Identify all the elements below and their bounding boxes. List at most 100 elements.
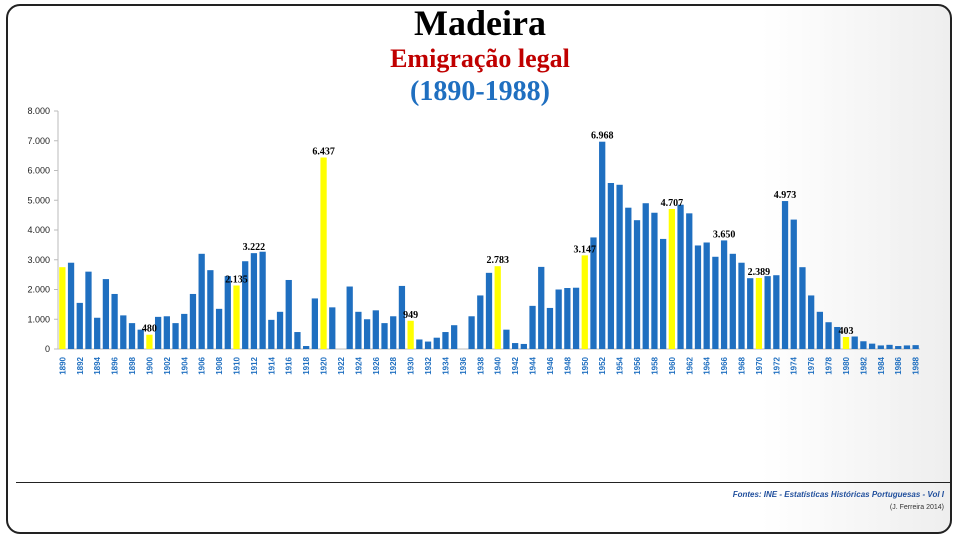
bar-1919	[311, 298, 318, 349]
x-tick-label: 1972	[772, 356, 781, 374]
y-tick-label: 2.000	[27, 285, 50, 295]
bar-1963	[694, 245, 702, 349]
bar-1972	[773, 275, 780, 349]
bar-1906	[198, 253, 205, 349]
bar-1983	[868, 343, 876, 349]
bar-1897	[120, 315, 127, 349]
footer-divider	[16, 482, 952, 483]
x-tick-label: 1930	[407, 356, 416, 374]
bar-1971	[764, 276, 771, 349]
x-tick-label: 1948	[563, 356, 572, 374]
bar-1923	[346, 286, 353, 349]
x-tick-label: 1894	[93, 356, 102, 374]
x-tick-label: 1910	[232, 356, 241, 374]
bar-1913	[259, 251, 266, 349]
bar-1930	[407, 320, 414, 349]
data-label-1950: 3.147	[574, 244, 597, 255]
bar-1939	[485, 272, 493, 349]
source-note: Fontes: INE - Estatísticas Históricas Po…	[732, 490, 944, 499]
data-label-1912: 3.222	[243, 242, 266, 253]
bar-1938	[477, 295, 484, 349]
bar-1955	[625, 207, 632, 349]
bar-1976	[808, 295, 815, 349]
bar-1926	[372, 310, 379, 349]
bar-1898	[128, 323, 136, 349]
bar-1940	[494, 266, 501, 349]
x-tick-label: 1974	[790, 356, 799, 374]
bar-1958	[651, 212, 658, 349]
bar-1981	[851, 336, 858, 349]
data-label-1910: 2.135	[225, 274, 248, 285]
bar-1950	[581, 255, 588, 349]
bar-1954	[616, 184, 623, 349]
bar-1929	[398, 285, 406, 349]
x-tick-label: 1954	[616, 356, 625, 374]
bar-1932	[424, 341, 432, 349]
data-label-1952: 6.968	[591, 131, 614, 142]
x-tick-label: 1960	[668, 356, 677, 374]
x-tick-label: 1980	[842, 356, 851, 374]
bar-1970	[755, 277, 763, 349]
bar-1918	[303, 346, 310, 349]
x-tick-label: 1956	[633, 356, 642, 374]
x-tick-label: 1976	[807, 356, 816, 374]
chart-subtitle: Emigração legal	[390, 44, 570, 73]
bar-1903	[172, 323, 179, 349]
bar-1907	[207, 270, 214, 349]
x-tick-label: 1984	[877, 356, 886, 374]
x-tick-label: 1906	[198, 356, 207, 374]
bar-1953	[607, 182, 615, 349]
bar-1988	[912, 345, 919, 349]
bar-1965	[712, 256, 719, 349]
x-tick-label: 1958	[650, 356, 659, 374]
bar-1914	[268, 319, 275, 349]
x-tick-label: 1892	[76, 356, 85, 374]
data-label-1960: 4.707	[661, 198, 684, 209]
data-label-1966: 3.650	[713, 229, 736, 240]
x-tick-label: 1938	[476, 356, 485, 374]
bar-1984	[877, 345, 884, 349]
bar-1952	[599, 141, 606, 349]
x-tick-label: 1968	[738, 356, 747, 374]
bar-1911	[242, 261, 249, 349]
bar-1893	[85, 271, 92, 349]
x-tick-label: 1986	[894, 356, 903, 374]
bar-1978	[825, 322, 832, 349]
x-tick-label: 1926	[372, 356, 381, 374]
x-tick-label: 1924	[354, 356, 363, 374]
bar-1894	[94, 317, 101, 349]
data-label-1930: 949	[403, 310, 418, 321]
bar-1902	[163, 316, 170, 349]
bar-1916	[285, 279, 292, 349]
x-tick-label: 1936	[459, 356, 468, 374]
x-tick-label: 1964	[703, 356, 712, 374]
bar-1943	[520, 343, 527, 349]
bar-1895	[102, 279, 110, 349]
bar-1987	[903, 345, 911, 349]
y-tick-label: 6.000	[27, 166, 50, 176]
x-tick-label: 1962	[685, 356, 694, 374]
bar-1947	[555, 289, 562, 349]
bar-1920	[320, 157, 327, 349]
chart-title: Madeira	[414, 3, 546, 43]
bar-1891	[67, 262, 75, 349]
y-tick-label: 0	[45, 344, 50, 354]
bar-1927	[381, 323, 388, 349]
x-tick-label: 1908	[215, 356, 224, 374]
chart-period: (1890-1988)	[410, 76, 550, 107]
bar-1986	[895, 346, 902, 349]
bar-1961	[677, 204, 684, 349]
author-credit: (J. Ferreira 2014)	[889, 504, 944, 511]
bar-1969	[747, 278, 754, 349]
x-tick-label: 1934	[441, 356, 450, 374]
bar-1934	[442, 332, 449, 349]
bar-1935	[451, 325, 458, 349]
bar-1948	[564, 288, 571, 349]
bar-1937	[468, 316, 475, 349]
bar-1956	[633, 220, 641, 349]
x-tick-label: 1890	[58, 356, 67, 374]
bar-1915	[276, 311, 284, 349]
data-label-1970: 2.389	[748, 267, 771, 278]
x-tick-label: 1946	[546, 356, 555, 374]
bar-1968	[738, 262, 745, 349]
